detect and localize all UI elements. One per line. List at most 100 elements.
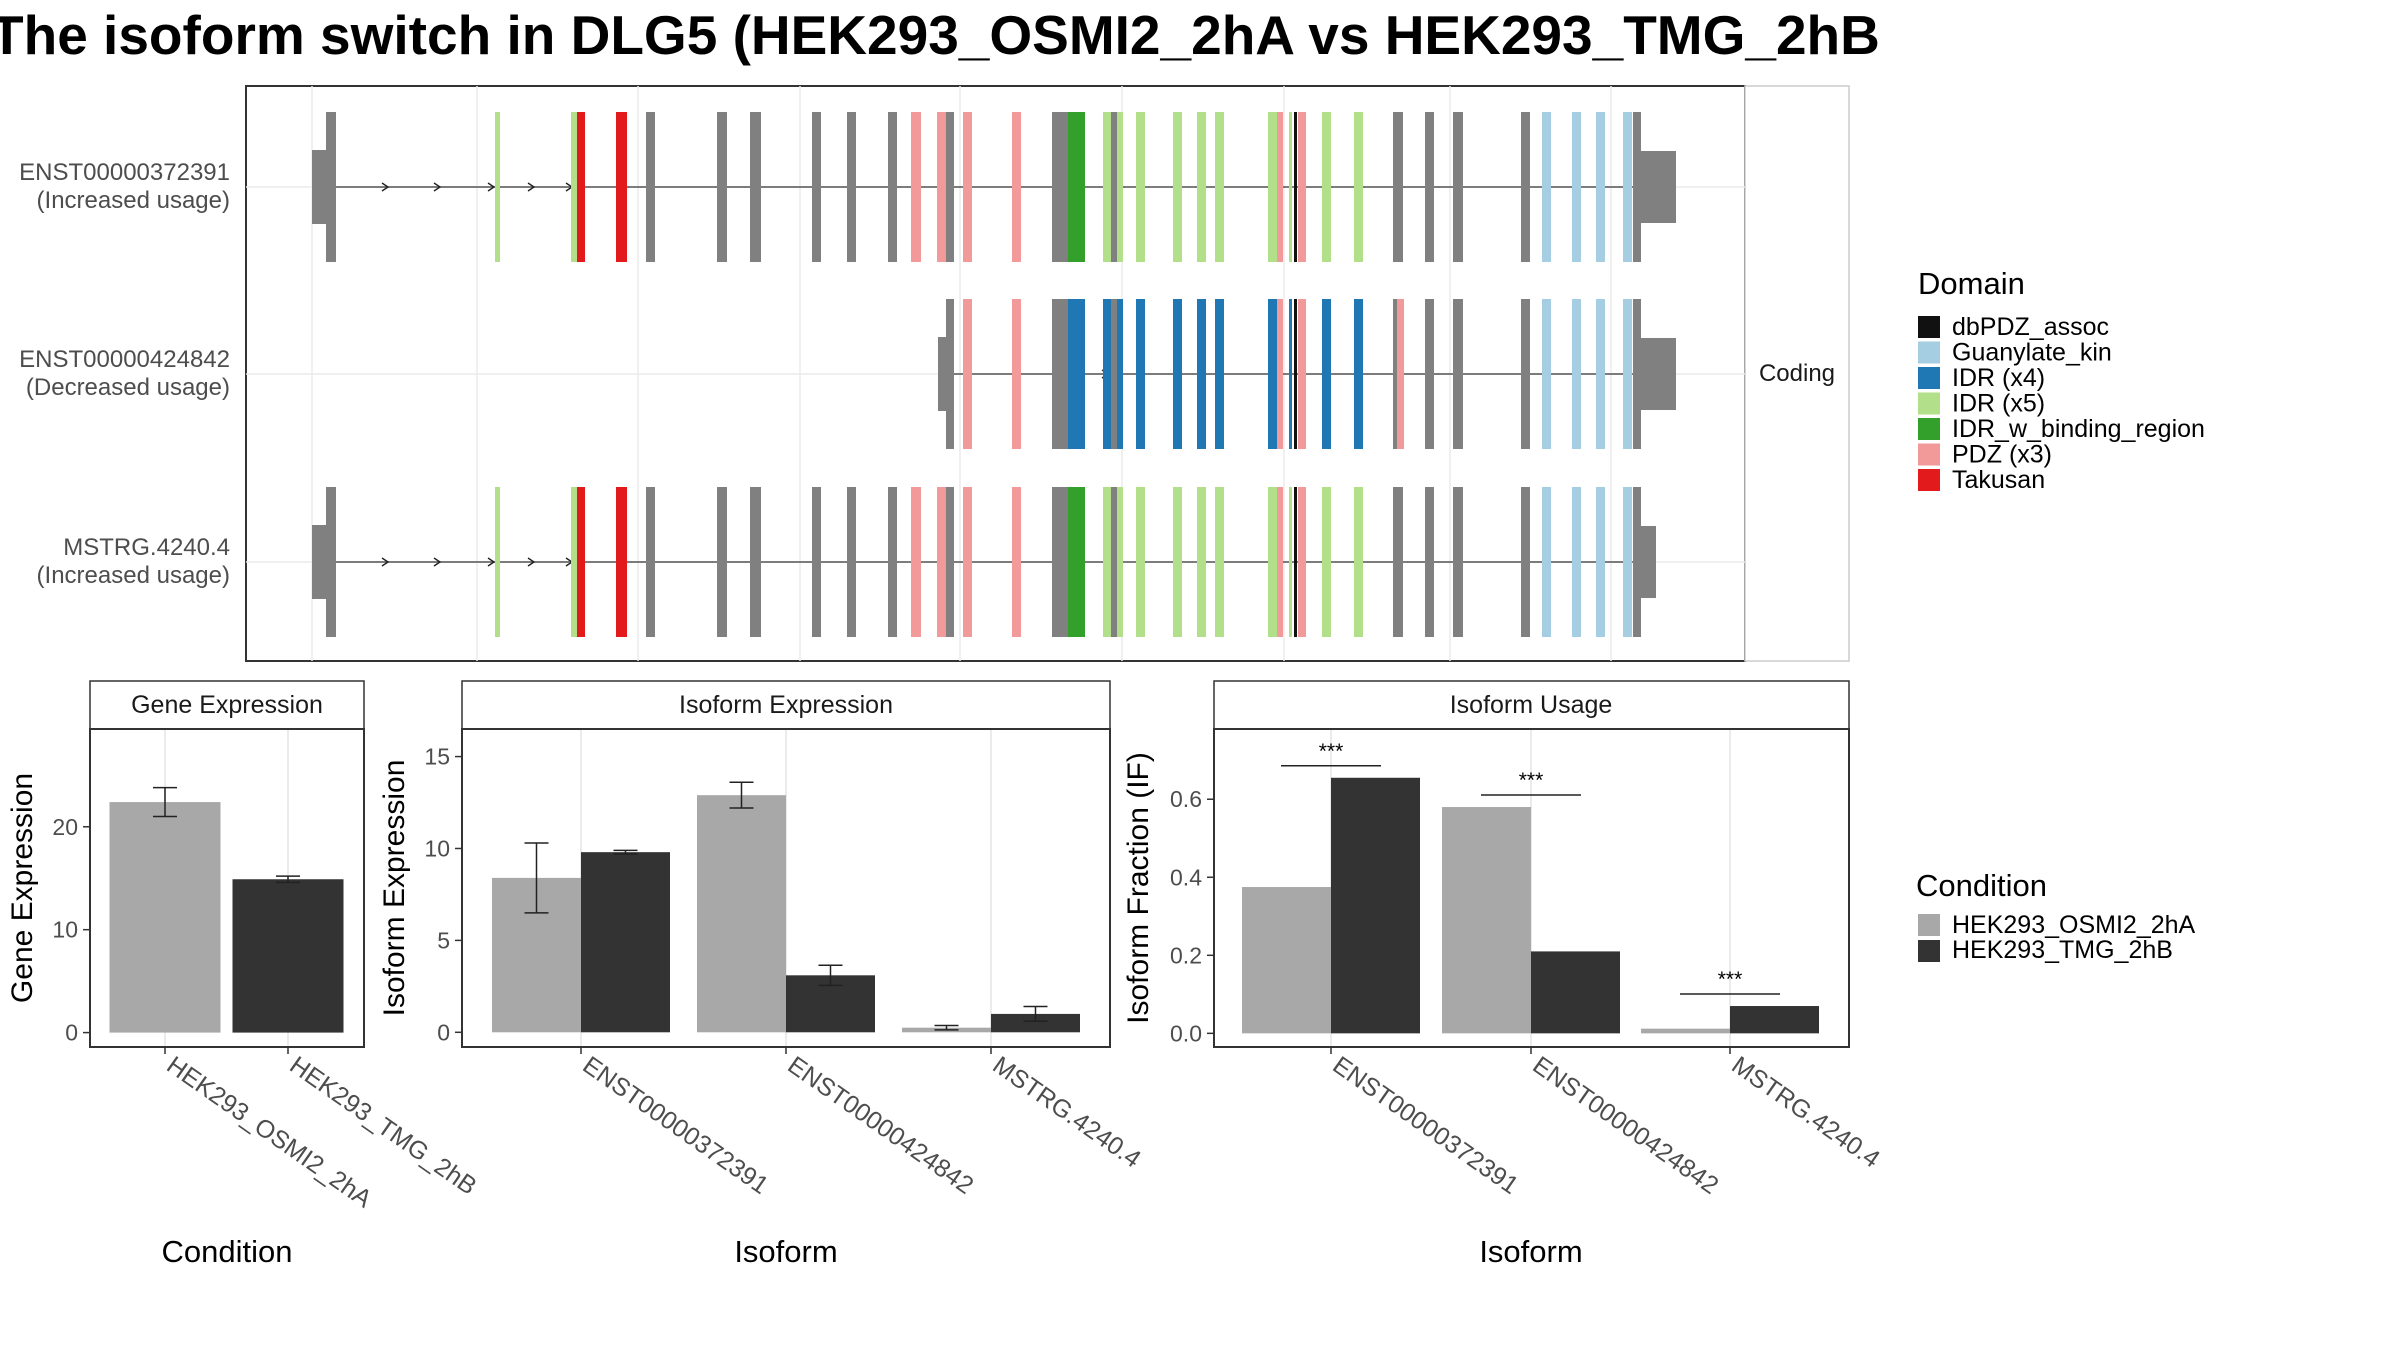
x-tick-label: ENST00000424842 <box>783 1051 979 1200</box>
exon <box>1173 299 1182 449</box>
exon <box>1289 299 1292 449</box>
isoform-label-1-usage: (Increased usage) <box>37 187 230 214</box>
exon <box>1453 112 1463 262</box>
isoform-usage-bar <box>1442 807 1531 1034</box>
exon <box>812 487 821 637</box>
exon <box>326 112 336 262</box>
domain-legend-label: PDZ (x3) <box>1952 441 2052 469</box>
domain-legend-label: dbPDZ_assoc <box>1952 313 2109 341</box>
exon <box>1322 299 1331 449</box>
y-tick-label: 0.0 <box>1170 1020 1202 1046</box>
isoform-expression-bar <box>697 795 786 1033</box>
exon <box>1268 299 1277 449</box>
exon <box>1277 112 1283 262</box>
strand-arrow <box>433 557 442 567</box>
exon <box>937 487 946 637</box>
exon <box>1572 299 1581 449</box>
isoform-track-1 <box>312 112 1676 262</box>
strand-arrow <box>381 182 390 192</box>
domain-legend-swatch <box>1918 367 1940 389</box>
exon <box>1052 487 1068 637</box>
isoform-structure-panel: Coding ENST00000372391 (Increased usage)… <box>19 85 1850 662</box>
condition-legend-swatch-a <box>1918 914 1940 936</box>
condition-legend-swatch-b <box>1918 940 1940 962</box>
isoform-expression-x-axis-title: Isoform <box>734 1234 837 1269</box>
exon <box>1425 112 1434 262</box>
exon <box>1521 487 1530 637</box>
gene-expression-border <box>89 728 365 1048</box>
exon <box>646 112 655 262</box>
exon <box>1289 487 1292 637</box>
isoform-track-3 <box>312 487 1656 637</box>
exon <box>1354 487 1363 637</box>
exon <box>1173 487 1182 637</box>
strand-arrow <box>381 557 390 567</box>
exon <box>1111 487 1117 637</box>
exon <box>1294 487 1297 637</box>
exon <box>1103 487 1111 637</box>
structure-facet-label: Coding <box>1759 360 1835 387</box>
y-tick-label: 0.6 <box>1170 786 1202 812</box>
exon <box>963 112 972 262</box>
exon <box>1068 299 1085 449</box>
exon <box>1215 112 1224 262</box>
isoform-usage-bar <box>1242 887 1331 1034</box>
exon <box>911 487 921 637</box>
exon <box>750 112 761 262</box>
utr-block <box>938 337 946 411</box>
exon <box>1633 299 1641 449</box>
y-tick-label: 20 <box>52 814 78 840</box>
exon <box>1052 112 1068 262</box>
exon <box>1623 299 1632 449</box>
utr-block <box>1640 338 1676 410</box>
x-tick-label: ENST00000372391 <box>578 1051 774 1200</box>
exon <box>1453 299 1463 449</box>
exon <box>888 487 897 637</box>
isoform-label-2-usage: (Decreased usage) <box>26 374 230 401</box>
exon <box>1268 487 1277 637</box>
exon <box>1425 299 1434 449</box>
structure-facet-strip <box>1744 85 1850 662</box>
exon <box>1136 112 1145 262</box>
exon <box>1596 299 1605 449</box>
exon <box>963 299 972 449</box>
domain-legend-swatch <box>1918 316 1940 338</box>
gene-expression-strip <box>89 680 365 730</box>
y-tick-label: 10 <box>424 835 450 861</box>
exon <box>577 487 585 637</box>
exon <box>1012 487 1021 637</box>
figure-title: The isoform switch in DLG5 (HEK293_OSMI2… <box>0 4 1880 66</box>
exon <box>717 487 727 637</box>
exon <box>1117 112 1123 262</box>
exon <box>1111 112 1117 262</box>
x-tick-label: MSTRG.4240.4 <box>1727 1051 1885 1174</box>
exon <box>1298 299 1306 449</box>
exon <box>1277 299 1283 449</box>
exon <box>495 487 500 637</box>
isoform-track-2 <box>938 299 1676 449</box>
utr-block <box>312 525 326 599</box>
exon <box>1397 299 1404 449</box>
exon <box>1277 487 1283 637</box>
exon <box>1268 112 1277 262</box>
exon <box>571 487 577 637</box>
exon <box>577 112 585 262</box>
exon <box>1298 112 1306 262</box>
y-tick-label: 10 <box>52 917 78 943</box>
exon <box>1068 487 1085 637</box>
domain-legend-swatch <box>1918 392 1940 415</box>
exon <box>888 112 897 262</box>
structure-tracks <box>312 112 1676 637</box>
exon <box>1197 299 1206 449</box>
exon <box>750 487 761 637</box>
exon <box>1103 299 1111 449</box>
domain-legend-label: IDR (x4) <box>1952 364 2045 392</box>
exon <box>946 299 954 449</box>
exon <box>911 112 921 262</box>
y-tick-label: 0 <box>65 1020 78 1046</box>
isoform-usage-bar <box>1641 1028 1730 1034</box>
significance-label: *** <box>1718 968 1743 991</box>
exon <box>1117 299 1123 449</box>
domain-legend-label: IDR (x5) <box>1952 390 2045 418</box>
